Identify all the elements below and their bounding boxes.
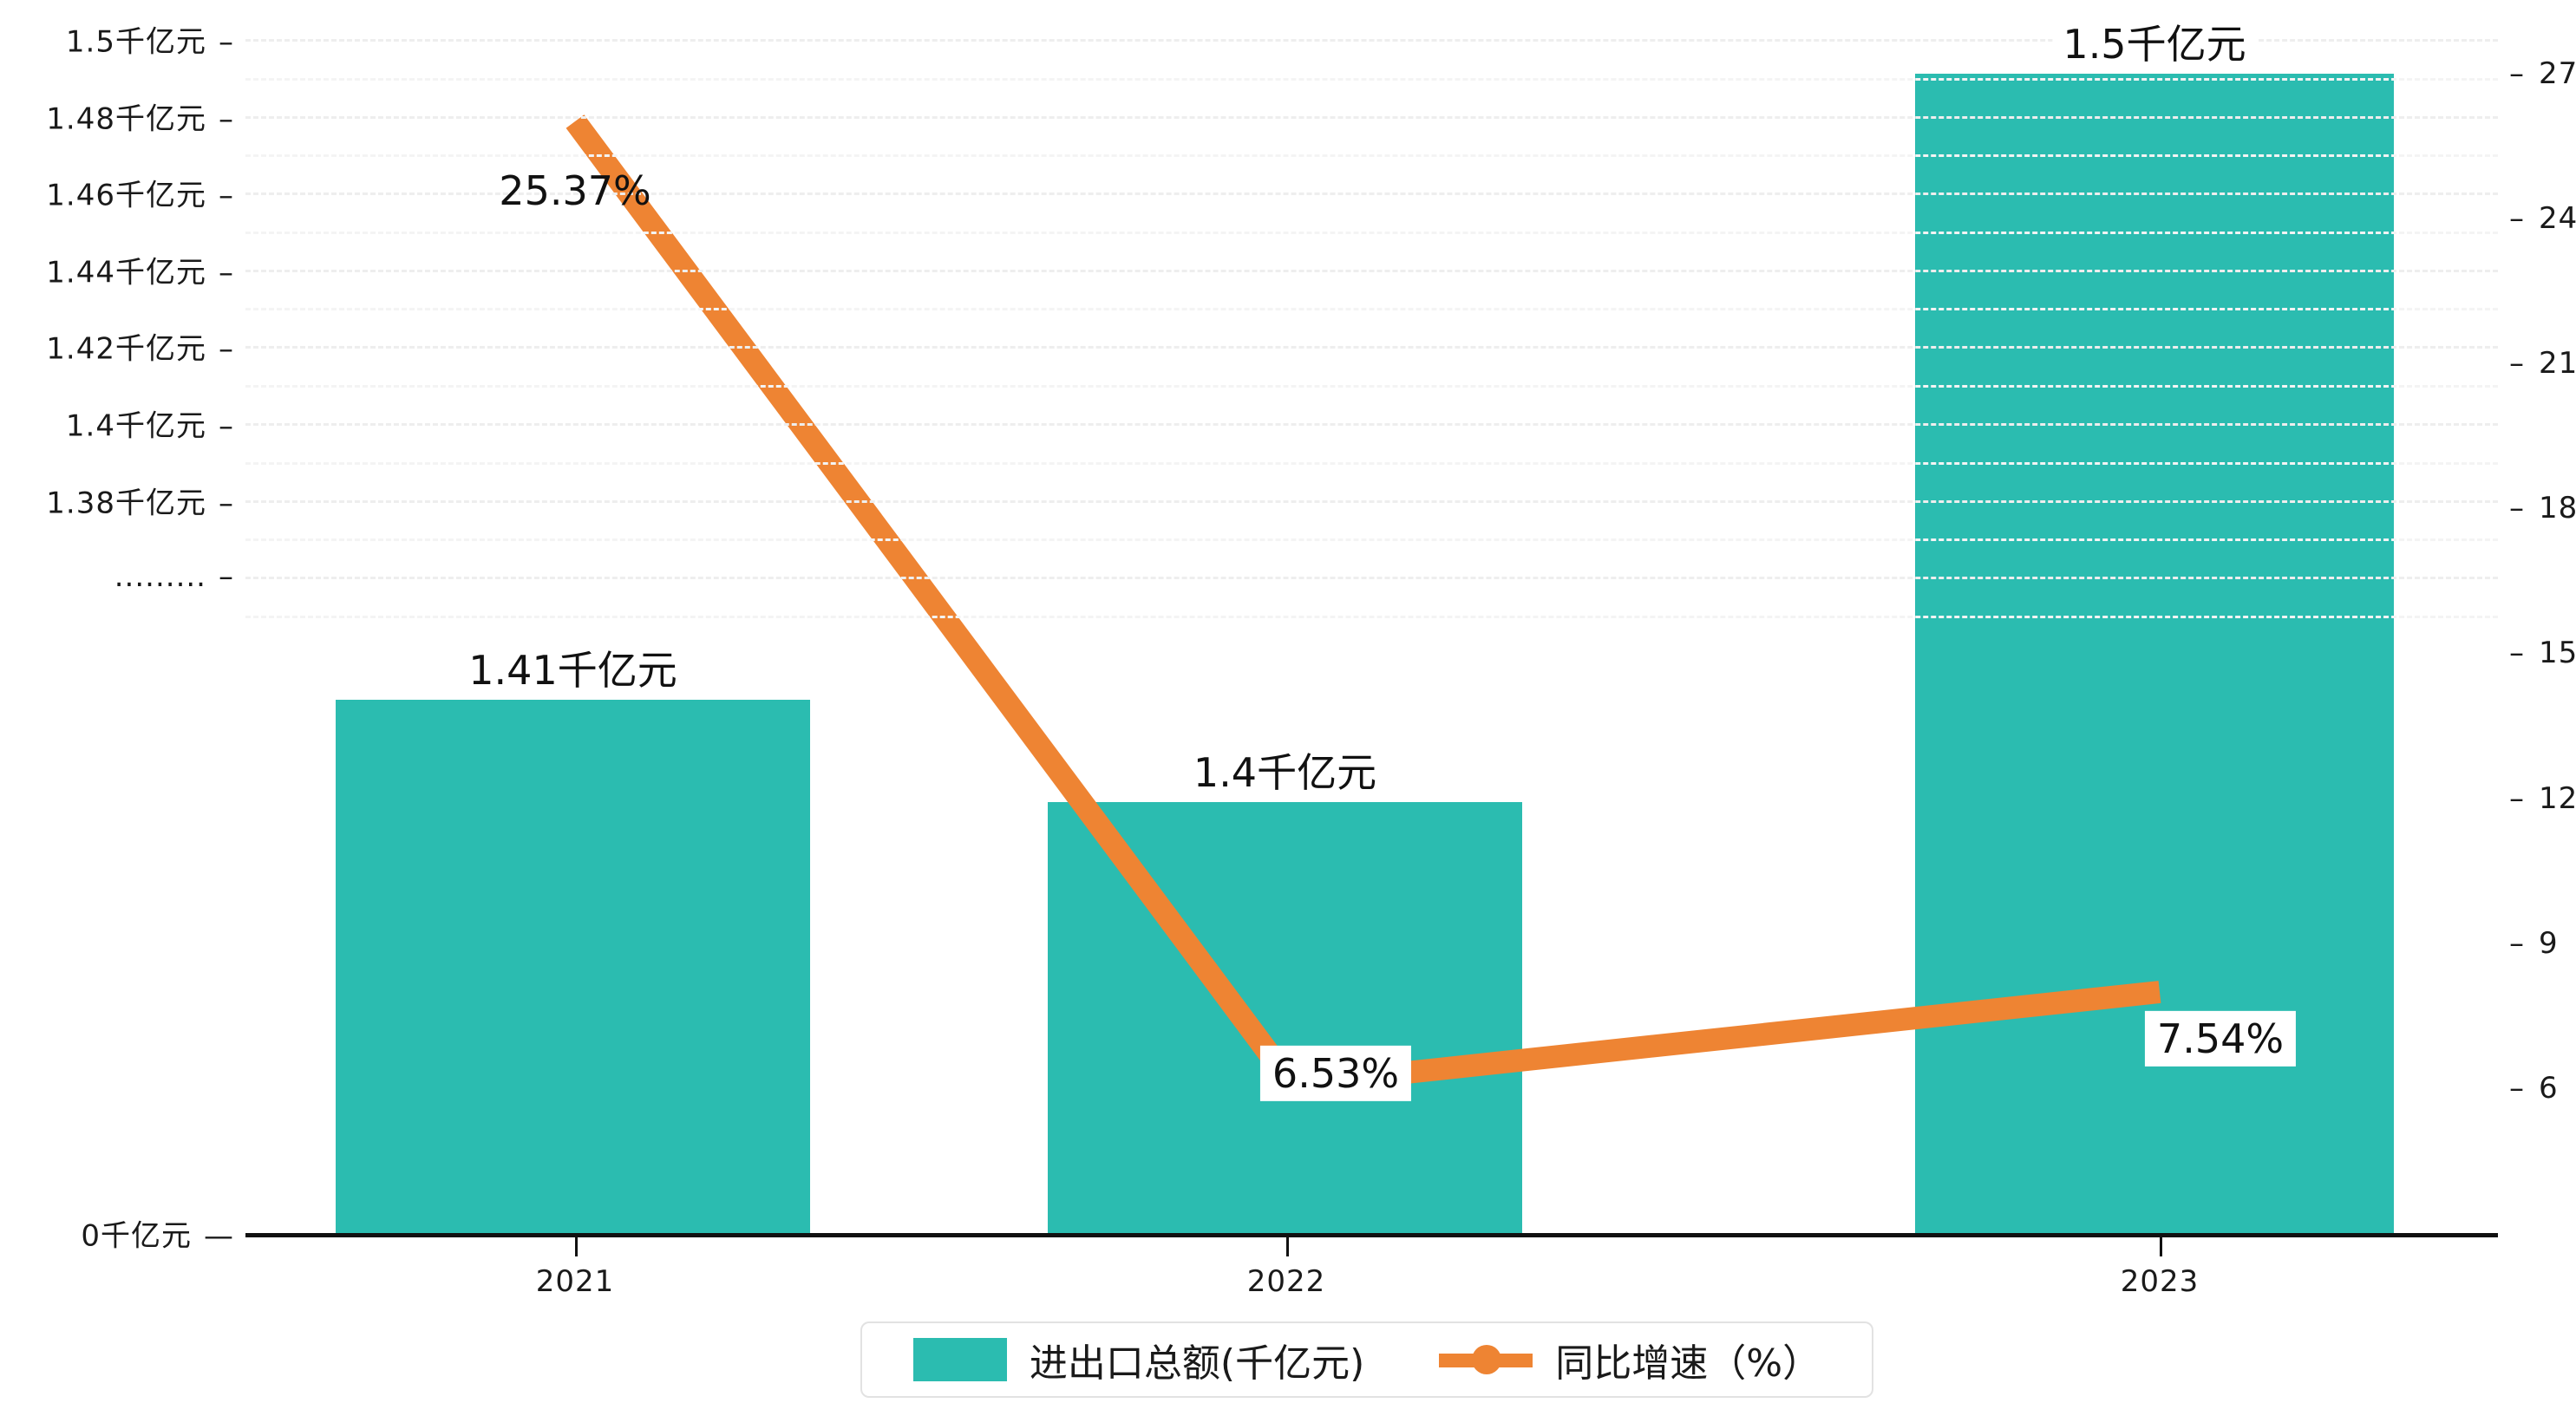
x-axis-tick-label-2022: 2022 [1246,1264,1326,1299]
gridline [245,616,2498,618]
x-axis-tick-label-2023: 2023 [2120,1264,2200,1299]
bar-2021[interactable] [336,700,810,1233]
x-axis-tick-mark [1286,1237,1289,1256]
gridline [245,192,2498,195]
x-axis-line [245,1233,2498,1237]
legend-item-growth-rate[interactable]: 同比增速（%） [1439,1332,1821,1387]
x-axis-tick-mark [2160,1237,2162,1256]
y-axis-left-tick-label: 1.4千亿元 – [65,408,234,444]
gridline [245,461,2498,465]
y-axis-right-tick-label: –9 [2509,926,2559,961]
line-value-label: 6.53% [1259,1045,1412,1102]
gridline [245,231,2498,234]
gridline [245,77,2498,81]
gridline [245,270,2498,272]
gridline [245,384,2498,388]
bar-value-label: 1.41千亿元 [458,646,688,695]
legend-label-growth-rate: 同比增速（%） [1555,1341,1821,1386]
bar-value-label: 1.5千亿元 [2052,20,2257,69]
y-axis-left-tick-label: 1.38千亿元 – [46,486,234,521]
gridline [245,154,2498,157]
gridline [245,500,2498,503]
plot-area [245,0,2498,1235]
growth-rate-line [566,114,2161,1097]
gridline [245,423,2498,426]
y-axis-right-tick-label: –27 [2509,56,2576,91]
line-value-label: 25.37% [499,166,651,214]
gridline [245,308,2498,310]
y-axis-left-tick-label: 0千亿元 — [81,1218,234,1254]
y-axis-left-tick-label: 1.5千亿元 – [65,24,234,60]
y-axis-right-tick-label: –18 [2509,491,2576,525]
y-axis-left-tick-label: 1.44千亿元 – [46,255,234,290]
legend-item-total-trade[interactable]: 进出口总额(千亿元) [912,1332,1365,1387]
y-axis-left-tick-label: 1.48千亿元 – [46,101,234,137]
y-axis-right-tick-label: –15 [2509,636,2576,670]
y-axis-right-tick-label: –21 [2509,346,2576,381]
y-axis-right-tick-label: –24 [2509,201,2576,236]
line-value-label: 7.54% [2144,1010,2297,1067]
y-axis-left-tick-label: 1.46千亿元 – [46,178,234,213]
chart-legend: 进出口总额(千亿元) 同比增速（%） [860,1321,1873,1398]
legend-label-total-trade: 进出口总额(千亿元) [1029,1341,1365,1386]
x-axis-tick-label-2021: 2021 [535,1264,615,1299]
line-marker-icon [1439,1338,1533,1381]
gridline [245,538,2498,541]
gridline [245,346,2498,349]
y-axis-right-tick-label: –6 [2509,1071,2559,1106]
gridline [245,116,2498,119]
gridline [245,577,2498,579]
y-axis-left-tick-label: 1.42千亿元 – [46,331,234,367]
x-axis-tick-mark [575,1237,578,1256]
y-axis-left-tick-label: ......... – [114,559,234,594]
y-axis-right-tick-label: –12 [2509,781,2576,816]
bar-value-label: 1.4千亿元 [1182,748,1388,798]
bar-swatch-icon [912,1338,1007,1381]
gridline [245,39,2498,42]
